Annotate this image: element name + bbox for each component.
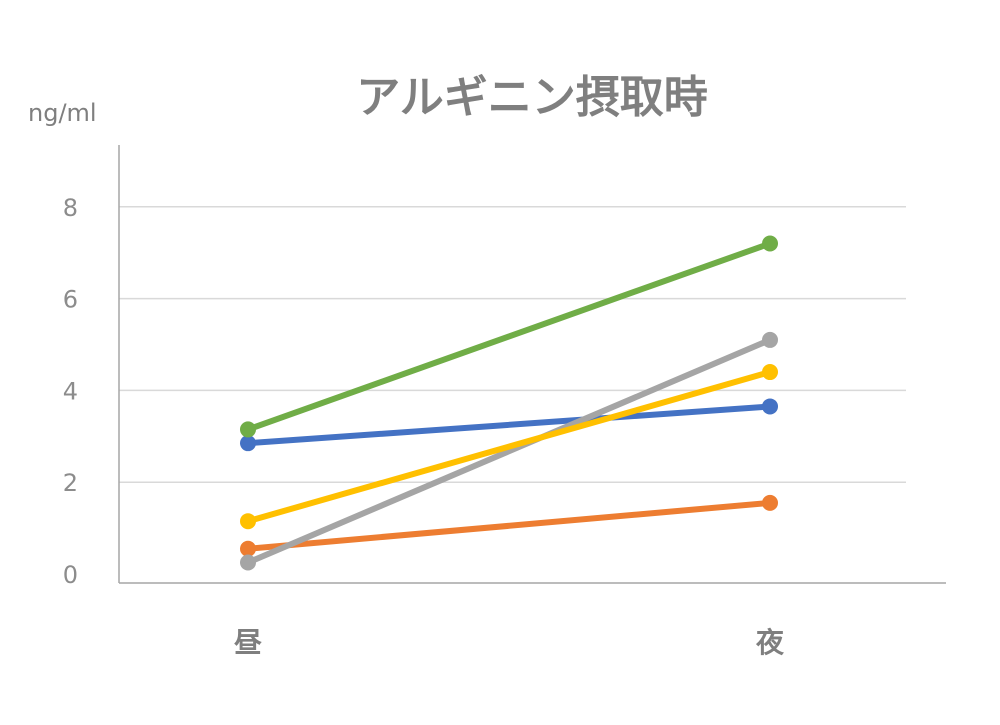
series-4-point-2: [762, 364, 778, 381]
series-2-line: [245, 499, 773, 552]
series-1: [240, 398, 778, 452]
series-3: [240, 331, 778, 571]
y-tick-label-4: 4: [63, 377, 78, 405]
series-4-line: [245, 369, 773, 525]
x-tick-label-2: 夜: [755, 626, 785, 659]
series-3-point-1: [240, 554, 256, 571]
chart-title: アルギニン摂取時: [356, 72, 708, 123]
y-tick-label-6: 6: [63, 286, 78, 314]
series-2-point-1: [240, 540, 256, 557]
y-tick-label-0: 0: [63, 561, 78, 589]
x-tick-label-1: 昼: [234, 626, 262, 659]
x-tick-labels: 昼夜: [234, 626, 785, 659]
y-tick-label-8: 8: [63, 194, 78, 222]
series-3-point-2: [762, 331, 778, 348]
series-1-line: [245, 403, 773, 447]
series-4-point-1: [240, 513, 256, 530]
series-5-point-2: [762, 235, 778, 252]
series-group: [240, 235, 778, 571]
series-4: [240, 364, 778, 530]
series-2-point-2: [762, 494, 778, 511]
gridlines: [119, 206, 906, 483]
y-tick-label-2: 2: [63, 469, 78, 497]
series-5-point-1: [240, 421, 256, 438]
series-2: [240, 494, 778, 557]
series-1-point-2: [762, 398, 778, 415]
series-1-point-1: [240, 435, 256, 452]
series-5: [240, 235, 778, 438]
y-axis-unit-label: ng/ml: [28, 99, 97, 127]
series-5-line: [245, 240, 773, 433]
y-tick-labels: 0 2 4 6 8: [63, 194, 78, 589]
series-3-line: [245, 336, 773, 566]
